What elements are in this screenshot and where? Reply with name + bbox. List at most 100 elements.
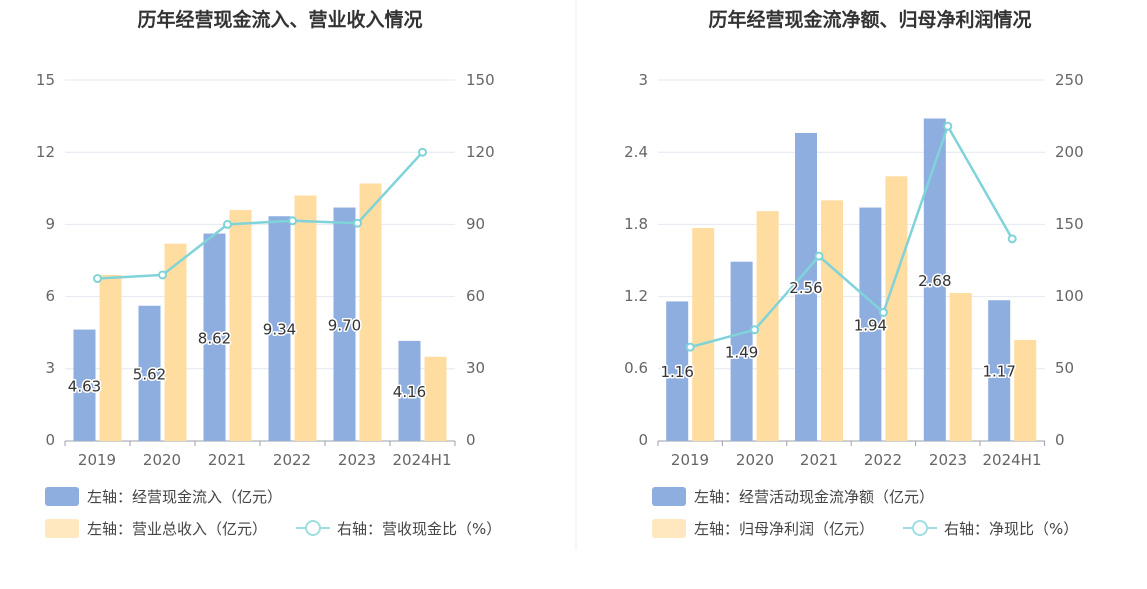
legend-item-net-cash-flow[interactable]: 左轴：经营活动现金流净额（亿元） bbox=[652, 487, 934, 506]
data-label: 4.63 bbox=[68, 377, 101, 395]
chart-left-bars bbox=[73, 183, 447, 441]
bar-revenue[interactable] bbox=[359, 183, 382, 441]
line-point[interactable] bbox=[685, 342, 695, 352]
x-tick: 2020 bbox=[736, 451, 774, 469]
y-right-tick: 30 bbox=[466, 359, 485, 377]
series-line bbox=[689, 123, 1014, 349]
bar-net-cash-flow[interactable] bbox=[859, 207, 882, 441]
chart-right-y-right-ticks: 0 50 100 150 200 250 bbox=[1055, 71, 1084, 449]
y-left-tick: 3 bbox=[638, 71, 648, 89]
legend-item-cash-ratio[interactable]: 右轴：营收现金比（%） bbox=[296, 520, 501, 538]
x-tick: 2023 bbox=[929, 451, 967, 469]
bar-net-profit[interactable] bbox=[1014, 339, 1037, 441]
line-point[interactable] bbox=[93, 274, 102, 284]
y-right-tick: 60 bbox=[466, 287, 485, 305]
chart-right-grid bbox=[657, 79, 1045, 446]
y-right-tick: 120 bbox=[466, 143, 495, 161]
bar-net-profit[interactable] bbox=[692, 228, 715, 441]
chart-right-x-ticks: 2019 2020 2021 2022 2023 2024H1 bbox=[671, 451, 1042, 469]
y-right-tick: 100 bbox=[1055, 287, 1084, 305]
bar-cash-inflow[interactable] bbox=[138, 305, 161, 441]
bar-revenue[interactable] bbox=[424, 356, 447, 441]
bar-net-profit[interactable] bbox=[949, 292, 972, 441]
data-label: 2.68 bbox=[918, 272, 951, 290]
bar-revenue[interactable] bbox=[294, 195, 317, 441]
y-left-tick: 15 bbox=[36, 71, 55, 89]
chart-left-data-labels: 4.63 5.62 8.62 9.34 9.70 4.16 bbox=[66, 315, 427, 403]
x-tick: 2019 bbox=[78, 451, 116, 469]
data-label: 4.16 bbox=[393, 383, 426, 401]
line-point[interactable] bbox=[814, 251, 824, 261]
line-point[interactable] bbox=[223, 219, 232, 229]
x-tick: 2024H1 bbox=[983, 451, 1042, 469]
bar-cash-inflow[interactable] bbox=[268, 216, 291, 441]
y-left-tick: 12 bbox=[36, 143, 55, 161]
chart-right-title: 历年经营现金流净额、归母净利润情况 bbox=[708, 8, 1031, 31]
bar-net-profit[interactable] bbox=[885, 176, 908, 441]
bar-revenue[interactable] bbox=[164, 243, 187, 441]
legend-marker-icon bbox=[912, 520, 928, 536]
chart-right-line bbox=[685, 121, 1017, 352]
bar-net-cash-flow[interactable] bbox=[730, 261, 753, 441]
y-left-tick: 9 bbox=[45, 215, 55, 233]
y-left-tick: 6 bbox=[45, 287, 55, 305]
legend-label: 左轴：归母净利润（亿元） bbox=[694, 520, 874, 538]
line-point[interactable] bbox=[750, 325, 760, 335]
line-point[interactable] bbox=[288, 216, 297, 226]
chart-left-legend: 左轴：经营现金流入（亿元） 左轴：营业总收入（亿元） 右轴：营收现金比（%） bbox=[45, 487, 501, 538]
bar-net-profit[interactable] bbox=[821, 200, 843, 441]
y-right-tick: 200 bbox=[1055, 143, 1084, 161]
legend-swatch bbox=[45, 487, 79, 506]
line-point[interactable] bbox=[878, 307, 888, 317]
bar-cash-inflow[interactable] bbox=[73, 329, 96, 441]
bar-net-profit[interactable] bbox=[756, 211, 779, 441]
bar-revenue[interactable] bbox=[229, 209, 252, 441]
data-label: 1.16 bbox=[660, 363, 693, 381]
data-label: 2.56 bbox=[789, 279, 822, 297]
y-right-tick: 250 bbox=[1055, 71, 1084, 89]
chart-right-bars bbox=[666, 118, 1037, 442]
y-left-tick: 0 bbox=[638, 431, 648, 449]
data-label: 5.62 bbox=[133, 365, 166, 383]
y-right-tick: 90 bbox=[466, 215, 485, 233]
data-label: 9.70 bbox=[328, 316, 361, 334]
legend-item-net-profit[interactable]: 左轴：归母净利润（亿元） bbox=[652, 519, 874, 538]
legend-label: 右轴：净现比（%） bbox=[944, 520, 1078, 538]
x-tick: 2021 bbox=[800, 451, 838, 469]
bar-net-cash-flow[interactable] bbox=[795, 132, 817, 442]
bar-net-cash-flow[interactable] bbox=[666, 301, 689, 441]
legend-label: 左轴：营业总收入（亿元） bbox=[87, 520, 267, 538]
y-right-tick: 0 bbox=[1055, 431, 1065, 449]
line-point[interactable] bbox=[418, 147, 427, 157]
line-point[interactable] bbox=[943, 121, 953, 131]
legend-label: 左轴：经营活动现金流净额（亿元） bbox=[694, 488, 934, 506]
legend-item-net-cash-ratio[interactable]: 右轴：净现比（%） bbox=[903, 520, 1078, 538]
bar-cash-inflow[interactable] bbox=[203, 233, 226, 441]
bar-net-cash-flow[interactable] bbox=[988, 300, 1011, 441]
legend-item-revenue[interactable]: 左轴：营业总收入（亿元） bbox=[45, 519, 267, 538]
bar-net-cash-flow[interactable] bbox=[923, 118, 946, 442]
legend-swatch bbox=[652, 487, 686, 506]
chart-left-grid bbox=[64, 79, 456, 446]
line-point[interactable] bbox=[158, 270, 167, 280]
y-left-tick: 0 bbox=[45, 431, 55, 449]
data-label: 1.49 bbox=[725, 343, 758, 361]
y-right-tick: 150 bbox=[466, 71, 495, 89]
data-label: 8.62 bbox=[198, 329, 231, 347]
legend-swatch bbox=[45, 519, 79, 538]
chart-right-y-left-ticks: 0 0.6 1.2 1.8 2.4 3 bbox=[624, 71, 648, 449]
line-point[interactable] bbox=[353, 218, 362, 228]
legend-item-cash-inflow[interactable]: 左轴：经营现金流入（亿元） bbox=[45, 487, 282, 506]
y-left-tick: 1.8 bbox=[624, 215, 648, 233]
bar-revenue[interactable] bbox=[99, 274, 122, 441]
line-point[interactable] bbox=[1007, 234, 1017, 244]
chart-right-data-labels: 1.16 1.49 2.56 1.94 2.68 1.17 bbox=[659, 270, 1017, 382]
legend-swatch bbox=[652, 519, 686, 538]
chart-left-title: 历年经营现金流入、营业收入情况 bbox=[137, 8, 422, 31]
x-tick: 2021 bbox=[208, 451, 246, 469]
y-right-tick: 150 bbox=[1055, 215, 1084, 233]
chart-right: 历年经营现金流净额、归母净利润情况 1.161.492.561.942.681.… bbox=[624, 8, 1084, 538]
bar-cash-inflow[interactable] bbox=[398, 340, 421, 441]
bar-cash-inflow[interactable] bbox=[333, 207, 356, 441]
